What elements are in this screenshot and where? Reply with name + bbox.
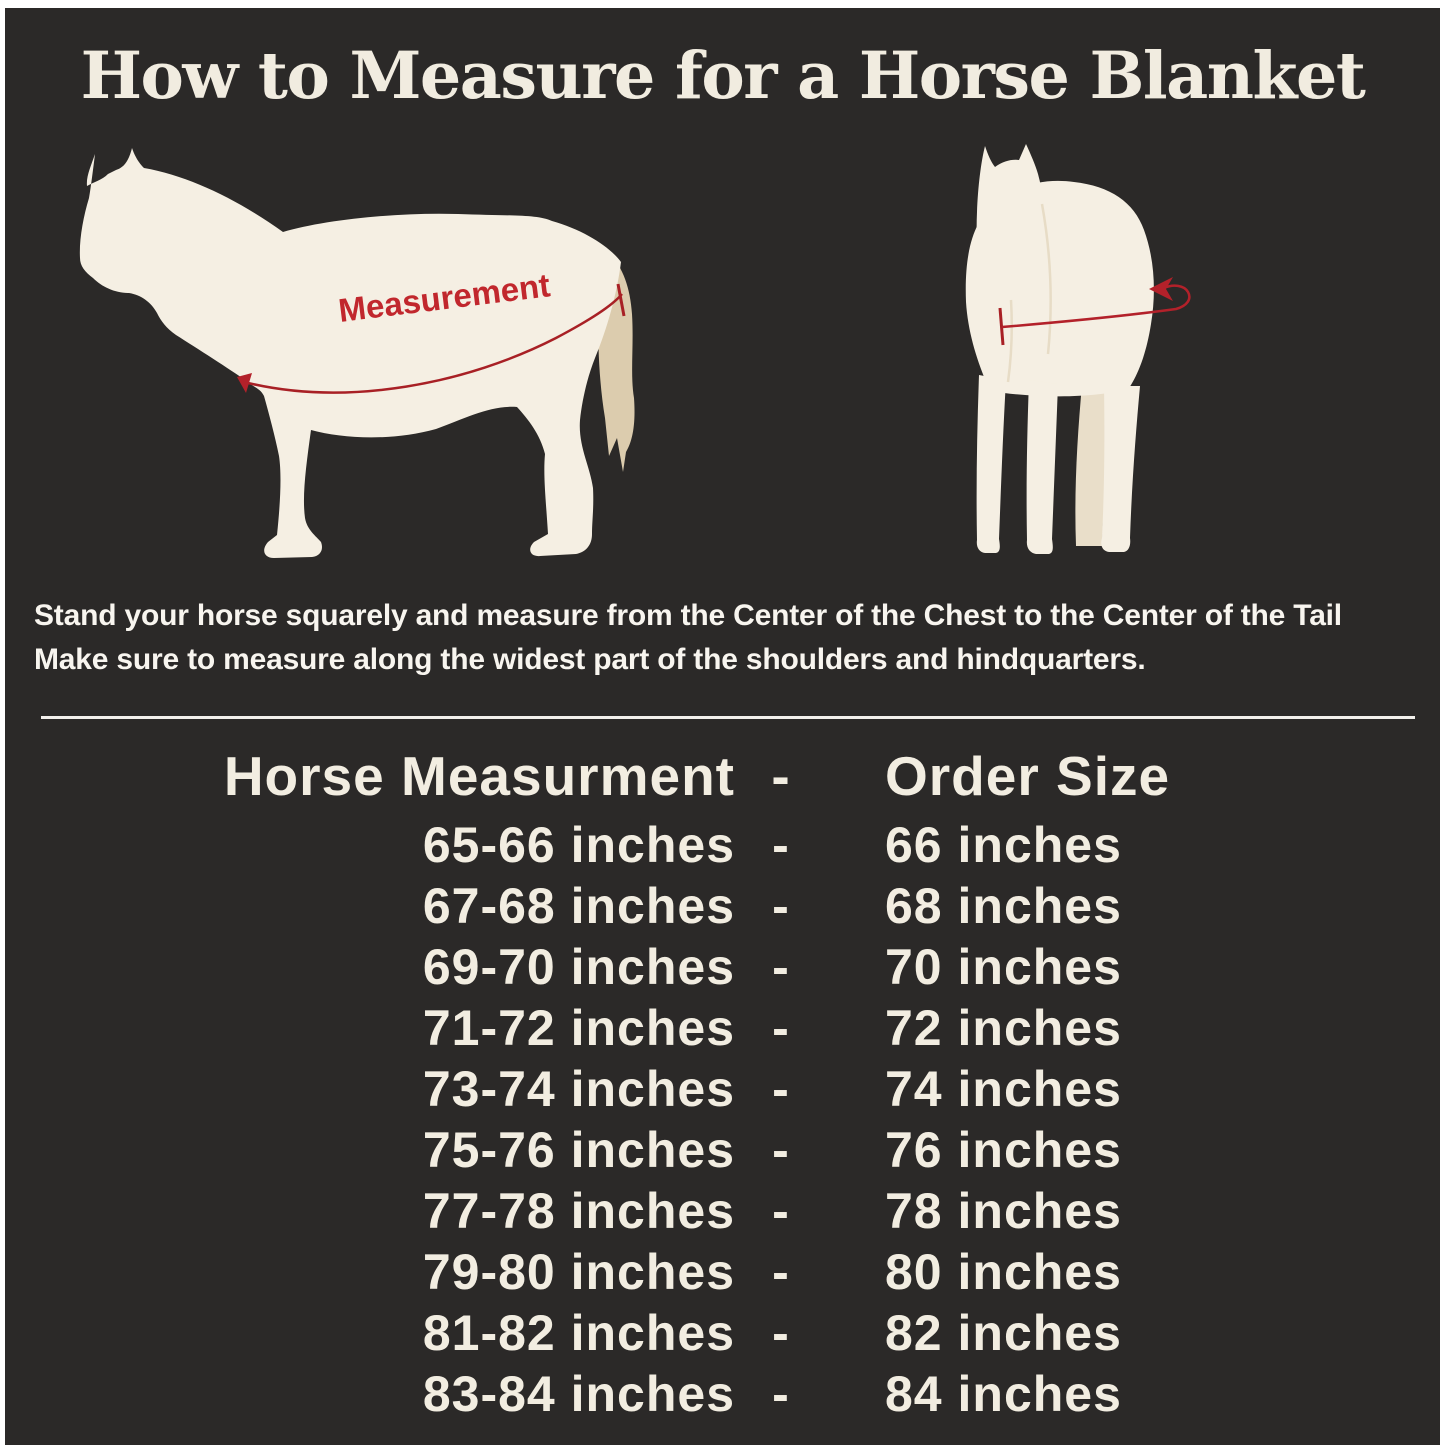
horse-measurement-value: 69-70 inches xyxy=(422,938,735,995)
measurement-end-tick xyxy=(616,283,626,317)
row-separator: - xyxy=(772,938,790,995)
instructions-line-2: Make sure to measure along the widest pa… xyxy=(34,643,1146,676)
chest-crease-line xyxy=(1006,299,1014,383)
horse-head xyxy=(976,144,1045,292)
page-title: How to Measure for a Horse Blanket xyxy=(80,38,1366,114)
size-chart-row: 83-84 inches - 84 inches xyxy=(220,1363,1250,1424)
order-size-value: 66 inches xyxy=(885,816,1122,873)
horse-measurement-value: 79-80 inches xyxy=(422,1243,735,1300)
order-size-value: 68 inches xyxy=(885,877,1122,934)
horse-side-view-illustration: Measurement xyxy=(79,148,635,558)
order-size-value: 84 inches xyxy=(885,1365,1122,1422)
order-size-value: 70 inches xyxy=(885,938,1122,995)
order-size-value: 72 inches xyxy=(885,999,1122,1056)
row-separator: - xyxy=(772,816,790,873)
instructions-line-1: Stand your horse squarely and measure fr… xyxy=(34,599,1342,632)
instructions-text: Stand your horse squarely and measure fr… xyxy=(34,594,1342,682)
order-size-value: 80 inches xyxy=(885,1243,1122,1300)
size-chart-row: 79-80 inches - 80 inches xyxy=(220,1241,1250,1302)
row-separator: - xyxy=(772,877,790,934)
size-chart-row: 77-78 inches - 78 inches xyxy=(220,1180,1250,1241)
row-separator: - xyxy=(772,1304,790,1361)
horse-measurement-value: 67-68 inches xyxy=(422,877,735,934)
divider-line xyxy=(41,716,1415,719)
horse-front-view-illustration xyxy=(965,144,1191,554)
girth-start-tick xyxy=(998,307,1005,346)
size-chart-row: 81-82 inches - 82 inches xyxy=(220,1302,1250,1363)
infographic-panel: How to Measure for a Horse Blanket Measu… xyxy=(5,8,1440,1445)
horse-measurement-value: 83-84 inches xyxy=(422,1365,735,1422)
order-size-value: 78 inches xyxy=(885,1182,1122,1239)
horse-front-right-leg xyxy=(1026,380,1058,554)
size-chart-row: 75-76 inches - 76 inches xyxy=(220,1119,1250,1180)
row-separator: - xyxy=(772,1182,790,1239)
horse-measurement-value: 73-74 inches xyxy=(422,1060,735,1117)
measurement-line xyxy=(243,293,623,394)
measurement-column-header: Horse Measurment xyxy=(223,745,735,807)
horse-body xyxy=(79,148,621,558)
order-size-value: 82 inches xyxy=(885,1304,1122,1361)
measurement-arrow-icon xyxy=(1149,277,1173,301)
row-separator: - xyxy=(772,1365,790,1422)
size-chart: Horse Measurment - Order Size 65-66 inch… xyxy=(220,738,1250,1424)
horse-measurement-value: 75-76 inches xyxy=(422,1121,735,1178)
row-separator: - xyxy=(772,1243,790,1300)
horse-measurement-value: 65-66 inches xyxy=(422,816,735,873)
horse-hind-leg-shade xyxy=(1075,374,1114,546)
horse-measurement-value: 81-82 inches xyxy=(422,1304,735,1361)
size-chart-row: 65-66 inches - 66 inches xyxy=(220,814,1250,875)
order-size-value: 74 inches xyxy=(885,1060,1122,1117)
row-separator: - xyxy=(772,999,790,1056)
size-chart-row: 73-74 inches - 74 inches xyxy=(220,1058,1250,1119)
order-size-column-header: Order Size xyxy=(885,745,1171,807)
size-chart-rows: 65-66 inches - 66 inches 67-68 inches - … xyxy=(220,814,1250,1424)
horse-front-left-leg xyxy=(976,375,1006,553)
horse-measurement-value: 77-78 inches xyxy=(422,1182,735,1239)
size-chart-header: Horse Measurment - Order Size xyxy=(220,738,1250,814)
horse-hind-leg xyxy=(1101,386,1140,552)
neck-crease-line xyxy=(1040,203,1052,355)
girth-measurement-line xyxy=(1001,284,1191,329)
size-chart-row: 67-68 inches - 68 inches xyxy=(220,875,1250,936)
size-chart-row: 69-70 inches - 70 inches xyxy=(220,936,1250,997)
measurement-start-wedge-icon xyxy=(237,373,252,393)
header-separator: - xyxy=(771,745,791,807)
row-separator: - xyxy=(772,1060,790,1117)
order-size-value: 76 inches xyxy=(885,1121,1122,1178)
horse-measurement-value: 71-72 inches xyxy=(422,999,735,1056)
size-chart-row: 71-72 inches - 72 inches xyxy=(220,997,1250,1058)
row-separator: - xyxy=(772,1121,790,1178)
